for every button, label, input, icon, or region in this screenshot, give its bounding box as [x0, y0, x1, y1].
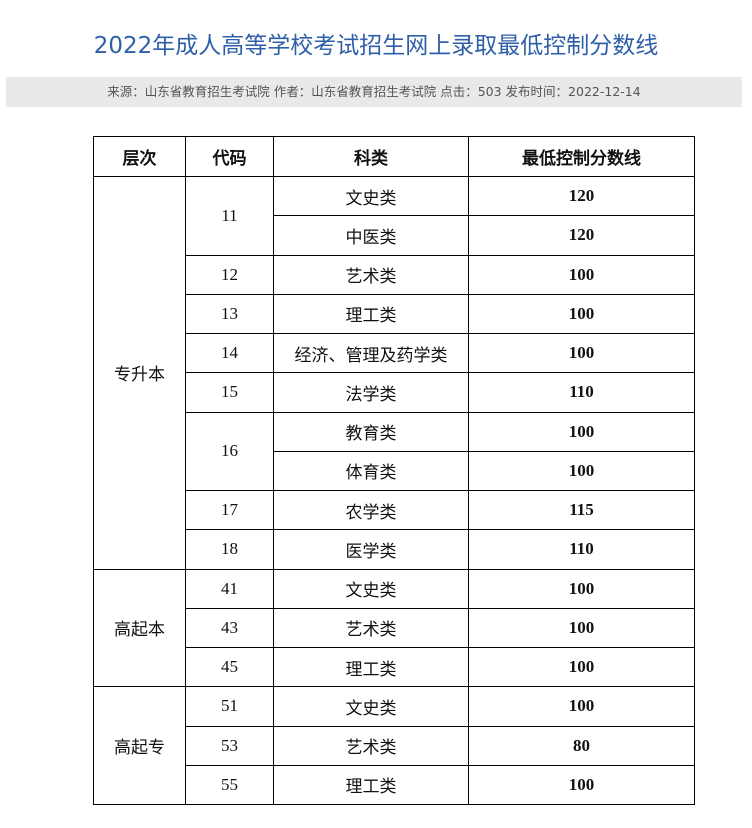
code-cell: 41: [185, 568, 274, 609]
title: 2022年成人高等学校考试招生网上录取最低控制分数线: [93, 33, 659, 59]
subject-cell: 法学类: [273, 372, 469, 413]
column-header: 代码: [185, 136, 274, 177]
subject-cell: 文史类: [273, 686, 469, 727]
table-row: 体育类 100: [94, 450, 695, 492]
code-cell: 17: [185, 489, 274, 531]
score-cell: 100: [468, 646, 695, 688]
table-body: 专升本 11 文史类 120 中医类 120 12 艺术类 100 13 理工类 100 14 经济、管理…: [93, 175, 695, 806]
code-cell: 55: [185, 764, 274, 806]
score-cell: 100: [468, 686, 695, 727]
table-row: 15 法学类 110: [94, 372, 695, 413]
subject-cell: 理工类: [273, 646, 469, 688]
score-cell: 100: [468, 254, 695, 295]
subject-cell: 医学类: [273, 529, 469, 570]
subject-cell: 艺术类: [273, 607, 469, 649]
table-row: 高起专 51 文史类 100: [93, 686, 695, 805]
table-row: 12 艺术类 100: [94, 254, 695, 295]
score-cell: 115: [468, 489, 695, 531]
level-cell: 专升本: [93, 176, 186, 570]
subject-cell: 体育类: [273, 450, 469, 492]
code-cell: 13: [185, 293, 274, 335]
score-table: 层次 代码 科类 最低控制分数线 专升本 11 文史类 120 中医类 120 12 艺术类 100 1…: [93, 136, 695, 806]
table-row: 45 理工类 100: [94, 646, 695, 688]
table-row: 13 理工类 100: [94, 293, 695, 335]
score-cell: 100: [468, 568, 695, 609]
table-row: 43 艺术类 100: [94, 607, 695, 649]
score-cell: 120: [468, 175, 695, 217]
code-cell: 12: [185, 254, 274, 295]
column-header: 科类: [273, 136, 469, 177]
subject-cell: 理工类: [273, 293, 469, 335]
table-row: 专升本 11 文史类 120: [93, 175, 695, 570]
level-cell: 高起专: [93, 686, 186, 805]
subject-cell: 文史类: [273, 175, 469, 217]
column-header: 层次: [93, 136, 186, 177]
subject-cell: 中医类: [273, 215, 469, 256]
code-cell: 18: [185, 529, 274, 570]
table-row: 14 经济、管理及药学类 100: [94, 332, 695, 374]
score-cell: 100: [468, 411, 695, 452]
score-cell: 100: [468, 764, 695, 806]
subject-cell: 文史类: [273, 568, 469, 609]
score-cell: 100: [468, 607, 695, 649]
meta-bar: 来源：山东省教育招生考试院 作者：山东省教育招生考试院 点击：503 发布时间：…: [6, 77, 742, 107]
code-cell: 11: [185, 176, 274, 256]
subject-cell: 经济、管理及药学类: [273, 332, 469, 374]
code-cell: 16: [185, 411, 274, 491]
score-cell: 100: [468, 450, 695, 492]
level-cell: 高起本: [93, 568, 186, 688]
score-cell: 80: [468, 725, 695, 766]
code-cell: 53: [185, 725, 274, 766]
code-cell: 14: [185, 332, 274, 374]
subject-cell: 教育类: [273, 411, 469, 452]
table-row: 17 农学类 115: [94, 489, 695, 531]
table-row: 55 理工类 100: [94, 764, 695, 806]
table-row: 18 医学类 110: [94, 529, 695, 570]
score-cell: 120: [468, 215, 695, 256]
code-cell: 15: [185, 372, 274, 413]
score-cell: 110: [468, 372, 695, 413]
subject-cell: 农学类: [273, 489, 469, 531]
subject-cell: 理工类: [273, 764, 469, 806]
subject-cell: 艺术类: [273, 254, 469, 295]
table-row: 高起本 41 文史类 100: [93, 568, 695, 688]
table-row: 53 艺术类 80: [94, 725, 695, 766]
subject-cell: 艺术类: [273, 725, 469, 766]
code-cell: 51: [185, 686, 274, 727]
table-row: 中医类 120: [94, 215, 695, 256]
code-cell: 43: [185, 607, 274, 649]
header-row: 层次 代码 科类 最低控制分数线: [93, 136, 695, 177]
score-cell: 110: [468, 529, 695, 570]
score-cell: 100: [468, 293, 695, 335]
table-row: 16 教育类 100: [94, 411, 695, 491]
code-cell: 45: [185, 646, 274, 688]
score-cell: 100: [468, 332, 695, 374]
column-header: 最低控制分数线: [468, 136, 695, 177]
